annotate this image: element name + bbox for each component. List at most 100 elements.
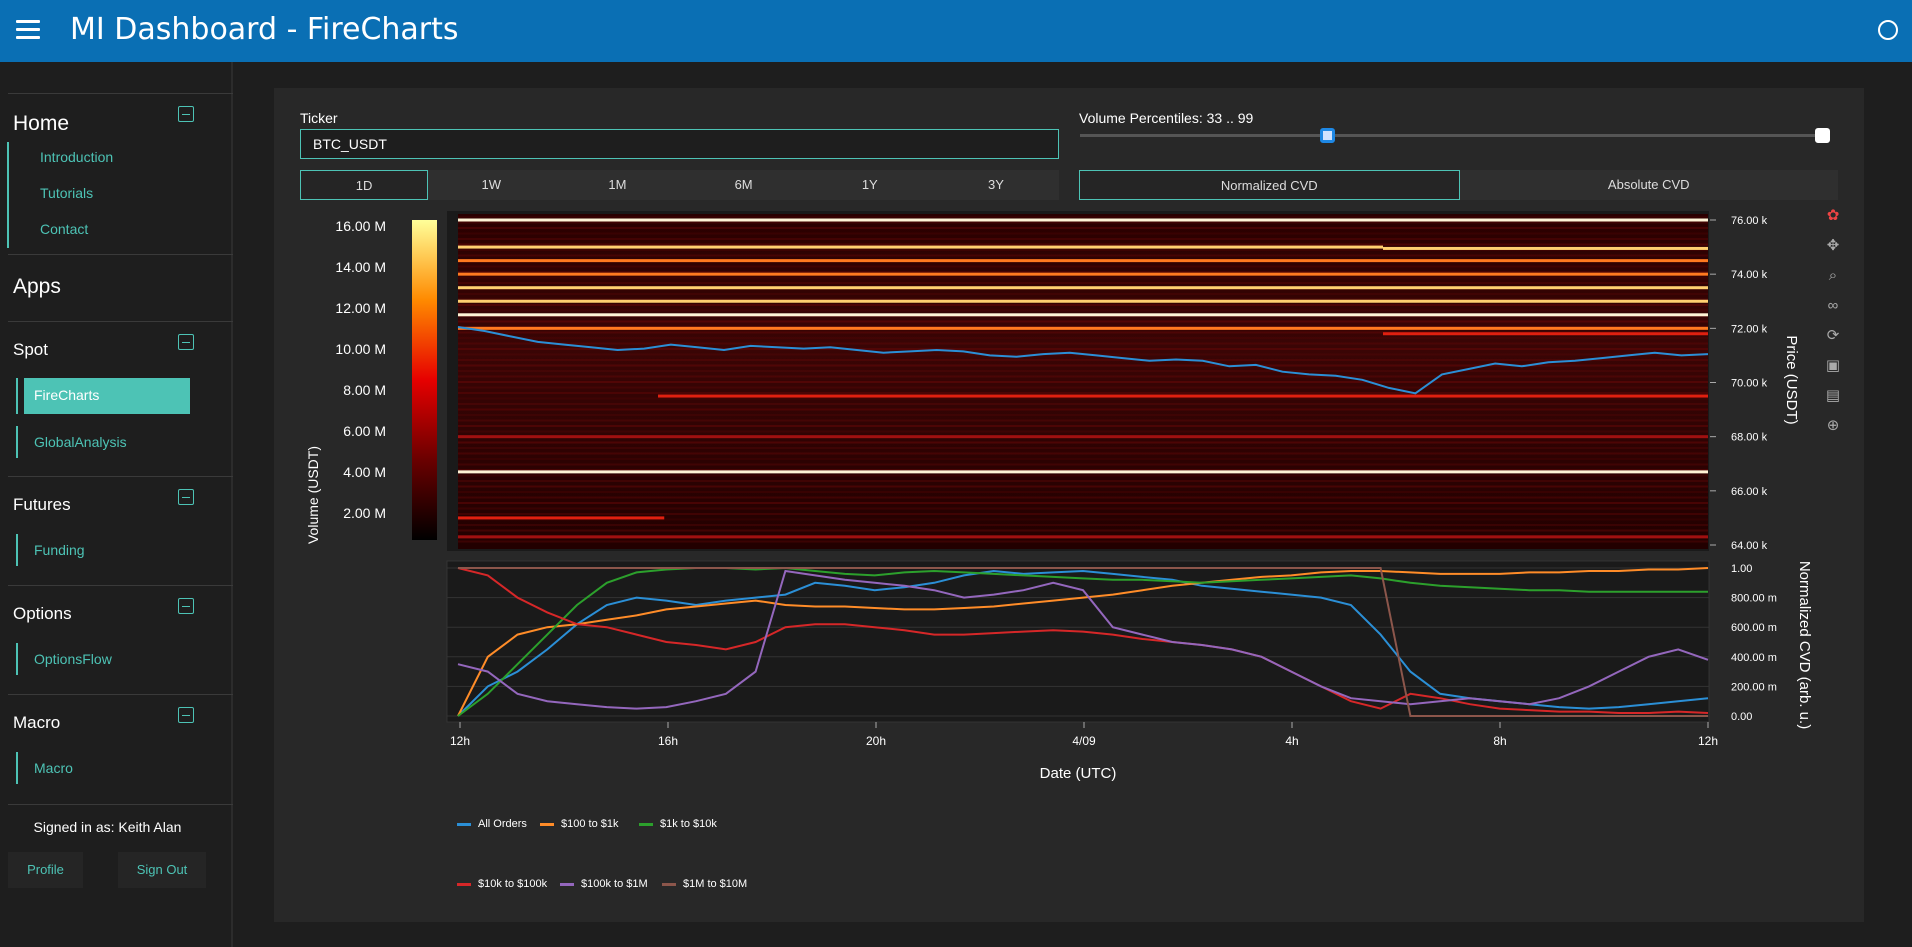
hamburger-menu-icon[interactable] [16, 20, 40, 40]
heatmap-row [458, 463, 1708, 466]
tab-normalized-cvd[interactable]: Normalized CVD [1079, 170, 1460, 200]
signed-in-text: Signed in as: Keith Alan [33, 819, 182, 835]
heatmap-level-band [458, 470, 1708, 474]
sidebar-group-line [16, 426, 18, 458]
tab-absolute-cvd[interactable]: Absolute CVD [1607, 177, 1690, 192]
legend-label: $1k to $10k [660, 818, 717, 830]
heatmap-row [458, 249, 1708, 251]
heatmap-level-band [458, 286, 1708, 290]
sidebar-divider [8, 254, 233, 255]
autoscale-icon[interactable]: ⟳ [1826, 327, 1840, 344]
sidebar-group-line [16, 378, 18, 414]
sidebar-item-funding[interactable]: Funding [34, 542, 85, 558]
heatmap-level-band [458, 218, 1708, 222]
sign-out-button[interactable]: Sign Out [118, 852, 206, 888]
heatmap-row [458, 419, 1708, 422]
legend-label: All Orders [478, 818, 527, 830]
legend-label: $1M to $10M [683, 878, 748, 890]
range-tabs: 1D 1W 1M 6M 1Y 3Y [300, 170, 1059, 200]
heatmap-level-band [458, 259, 1708, 263]
collapse-macro-icon[interactable] [178, 707, 194, 723]
sidebar-item-optionsflow[interactable]: OptionsFlow [34, 651, 112, 667]
tab-range-1y[interactable]: 1Y [861, 177, 878, 192]
heatmap-row [458, 271, 1708, 273]
heatmap-row [458, 425, 1708, 427]
sidebar-group-line [16, 752, 18, 784]
legend-item[interactable]: $100 to $1k [540, 818, 619, 830]
heatmap-row [458, 348, 1708, 350]
legend-swatch [457, 882, 471, 886]
colorbar-label: Volume (USDT) [305, 446, 321, 544]
colorbar [412, 220, 437, 540]
legend-item[interactable]: All Orders [457, 818, 527, 830]
sidebar-divider [8, 804, 233, 805]
heatmap-row [458, 469, 1708, 471]
cvd-tick-label: 400.00 m [1731, 652, 1777, 664]
legend-label: $100 to $1k [561, 818, 619, 830]
tab-range-1w[interactable]: 1W [481, 177, 502, 192]
collapse-options-icon[interactable] [178, 598, 194, 614]
plotly-logo-icon[interactable]: ✿ [1826, 207, 1840, 224]
tab-range-6m[interactable]: 6M [734, 177, 753, 192]
legend-item[interactable]: $1k to $10k [639, 818, 717, 830]
heatmap-row [458, 480, 1708, 482]
heatmap-row [458, 309, 1708, 312]
sidebar-item-macro[interactable]: Macro [34, 760, 73, 776]
heatmap-level-band [458, 326, 1708, 330]
spike-lines-icon[interactable]: ⊕ [1826, 417, 1840, 434]
volume-slider-high-handle[interactable] [1814, 128, 1830, 143]
heatmap-row [458, 397, 1708, 400]
sidebar-divider [8, 694, 233, 695]
x-tick-label: 12h [450, 734, 470, 748]
colorbar-tick-label: 12.00 M [335, 300, 386, 316]
heatmap-row [458, 243, 1708, 246]
heatmap-row [458, 452, 1708, 455]
volume-slider-low-handle[interactable] [1319, 128, 1335, 143]
collapse-home-icon[interactable] [178, 106, 194, 122]
x-tick-label: 4/09 [1072, 734, 1096, 748]
sidebar-item-introduction[interactable]: Introduction [40, 149, 114, 165]
tab-range-1m[interactable]: 1M [608, 177, 627, 192]
legend-item[interactable]: $1M to $10M [662, 878, 747, 890]
sidebar-group-line [7, 142, 9, 248]
cvd-tick-label: 800.00 m [1731, 593, 1777, 605]
heatmap-row [458, 254, 1708, 257]
sidebar-divider [8, 476, 233, 477]
heatmap-level-band [458, 435, 1708, 439]
hover-compare-icon[interactable]: ▤ [1825, 387, 1841, 404]
heatmap-row [458, 507, 1708, 510]
price-tick-label: 72.00 k [1731, 323, 1768, 335]
legend-item[interactable]: $10k to $100k [457, 878, 547, 890]
legend-item[interactable]: $100k to $1M [560, 878, 648, 890]
heatmap-row [458, 293, 1708, 295]
heatmap-row [458, 513, 1708, 515]
heatmap-level-band [458, 516, 665, 520]
pan-icon[interactable]: ✥ [1826, 237, 1840, 254]
heatmap-row [458, 430, 1708, 433]
tab-range-1d[interactable]: 1D [300, 170, 429, 200]
volume-slider-track[interactable] [1080, 134, 1830, 137]
price-series-line [457, 326, 1709, 395]
sidebar-heading-options: Options [13, 604, 72, 623]
cvd-tick-label: 1.00 [1731, 563, 1752, 575]
sidebar-item-globalanalysis[interactable]: GlobalAnalysis [34, 434, 127, 450]
sidebar-item-firecharts[interactable]: FireCharts [24, 378, 190, 414]
volume-percentiles-label: Volume Percentiles: 33 .. 99 [1079, 110, 1254, 126]
tab-range-3y[interactable]: 3Y [987, 177, 1004, 192]
cvd-series-line [457, 567, 1709, 714]
collapse-spot-icon[interactable] [178, 334, 194, 350]
heatmap-row [458, 496, 1708, 499]
sidebar-item-contact[interactable]: Contact [40, 221, 89, 237]
profile-button[interactable]: Profile [8, 852, 83, 888]
ticker-input[interactable] [300, 129, 1059, 159]
sidebar-item-tutorials[interactable]: Tutorials [40, 185, 94, 201]
heatmap-row [458, 529, 1708, 532]
lasso-icon[interactable]: ∞ [1827, 297, 1839, 314]
colorbar-tick-label: 10.00 M [335, 341, 386, 357]
account-circle-icon[interactable] [1878, 20, 1898, 40]
colorbar-tick-label: 4.00 M [343, 464, 386, 480]
heatmap-row [458, 320, 1708, 323]
zoom-icon[interactable]: ⌕ [1828, 267, 1838, 284]
collapse-futures-icon[interactable] [178, 489, 194, 505]
download-icon[interactable]: ▣ [1825, 357, 1841, 374]
